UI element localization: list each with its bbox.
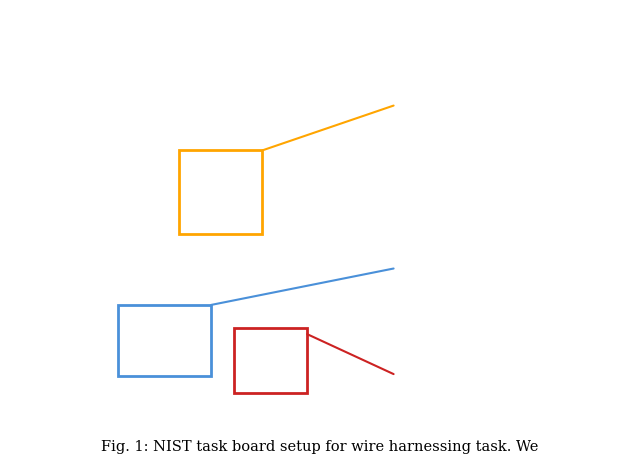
Text: Fig. 1: NIST task board setup for wire harnessing task. We: Fig. 1: NIST task board setup for wire h… [101, 440, 539, 454]
Bar [234, 328, 307, 392]
Bar [118, 305, 211, 376]
Bar [179, 151, 262, 234]
